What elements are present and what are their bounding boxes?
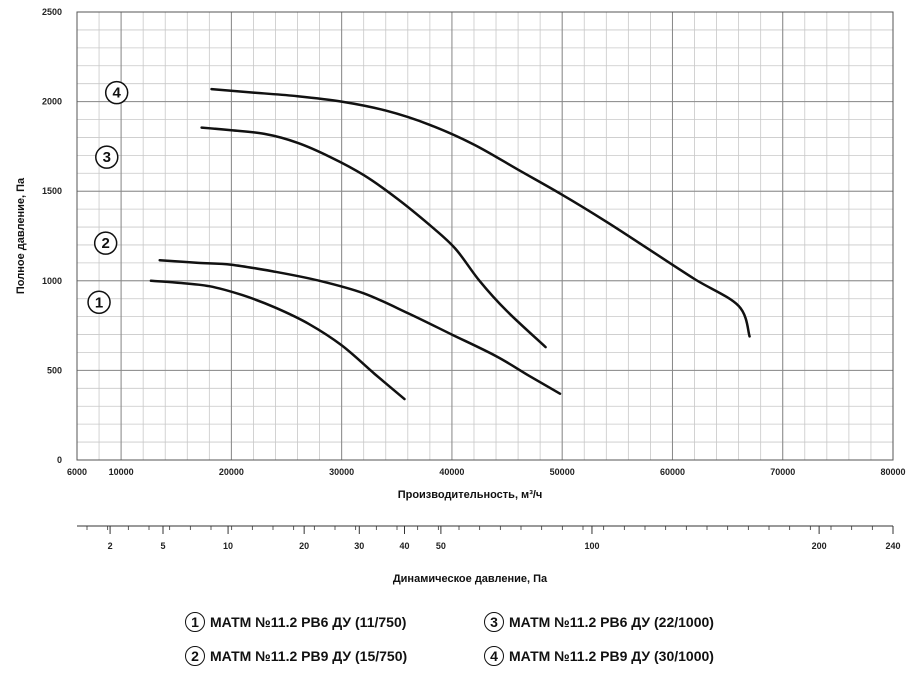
x-tick-label: 10000 xyxy=(109,467,134,477)
y-axis-ticks: 0 500 1000 1500 2000 2500 xyxy=(42,7,62,465)
dynamic-pressure-axis: 2 5 10 20 30 40 50 100 200 240 xyxy=(77,525,901,551)
curve-4 xyxy=(210,87,751,338)
curve-2 xyxy=(158,258,562,395)
x-tick-label: 80000 xyxy=(880,467,905,477)
y-tick-label: 500 xyxy=(47,365,62,375)
dynamic-pressure-tick-label: 40 xyxy=(399,541,409,551)
y-tick-label: 2500 xyxy=(42,7,62,17)
dynamic-pressure-tick-label: 5 xyxy=(161,541,166,551)
x-tick-label: 20000 xyxy=(219,467,244,477)
curves xyxy=(149,87,751,401)
curve-1 xyxy=(149,279,406,401)
x-tick-label: 60000 xyxy=(660,467,685,477)
y-axis-title: Полное давление, Па xyxy=(15,177,27,294)
dynamic-pressure-tick-label: 50 xyxy=(436,541,446,551)
curve-label-circle-2 xyxy=(93,231,118,255)
dynamic-pressure-tick-label: 10 xyxy=(223,541,233,551)
y-tick-label: 1500 xyxy=(42,186,62,196)
curve-labels: 1 2 3 4 xyxy=(87,80,129,315)
plot-frame xyxy=(76,11,894,461)
dynamic-pressure-tick-label: 200 xyxy=(812,541,827,551)
y-tick-label: 2000 xyxy=(42,97,62,107)
y-tick-label: 0 xyxy=(57,455,62,465)
dynamic-pressure-tick-label: 240 xyxy=(885,541,900,551)
x-tick-label: 6000 xyxy=(67,467,87,477)
y-tick-label: 1000 xyxy=(42,276,62,286)
curve-label-1: 1 xyxy=(95,294,103,311)
x-tick-label: 50000 xyxy=(550,467,575,477)
dynamic-pressure-tick-label: 100 xyxy=(584,541,599,551)
minor-grid xyxy=(77,12,893,460)
x-axis-title: Производительность, м³/ч xyxy=(398,489,543,501)
curve-label-2: 2 xyxy=(101,235,109,252)
curve-label-circle-4 xyxy=(104,80,129,105)
curve-label-3: 3 xyxy=(103,149,111,166)
x-tick-label: 40000 xyxy=(439,467,464,477)
curve-3 xyxy=(200,126,547,349)
major-grid xyxy=(77,12,893,460)
x-axis-ticks: 6000 10000 20000 30000 40000 50000 60000 70000 8… xyxy=(67,467,906,477)
x-tick-label: 30000 xyxy=(329,467,354,477)
x-tick-label: 70000 xyxy=(770,467,795,477)
curve-label-4: 4 xyxy=(113,85,122,102)
curve-label-circle-1 xyxy=(87,290,111,315)
dynamic-pressure-tick-label: 30 xyxy=(354,541,364,551)
dynamic-pressure-axis-title: Динамическое давление, Па xyxy=(393,573,548,585)
dynamic-pressure-tick-label: 2 xyxy=(108,541,113,551)
curve-label-circle-3 xyxy=(95,145,119,169)
dynamic-pressure-tick-label: 20 xyxy=(299,541,309,551)
